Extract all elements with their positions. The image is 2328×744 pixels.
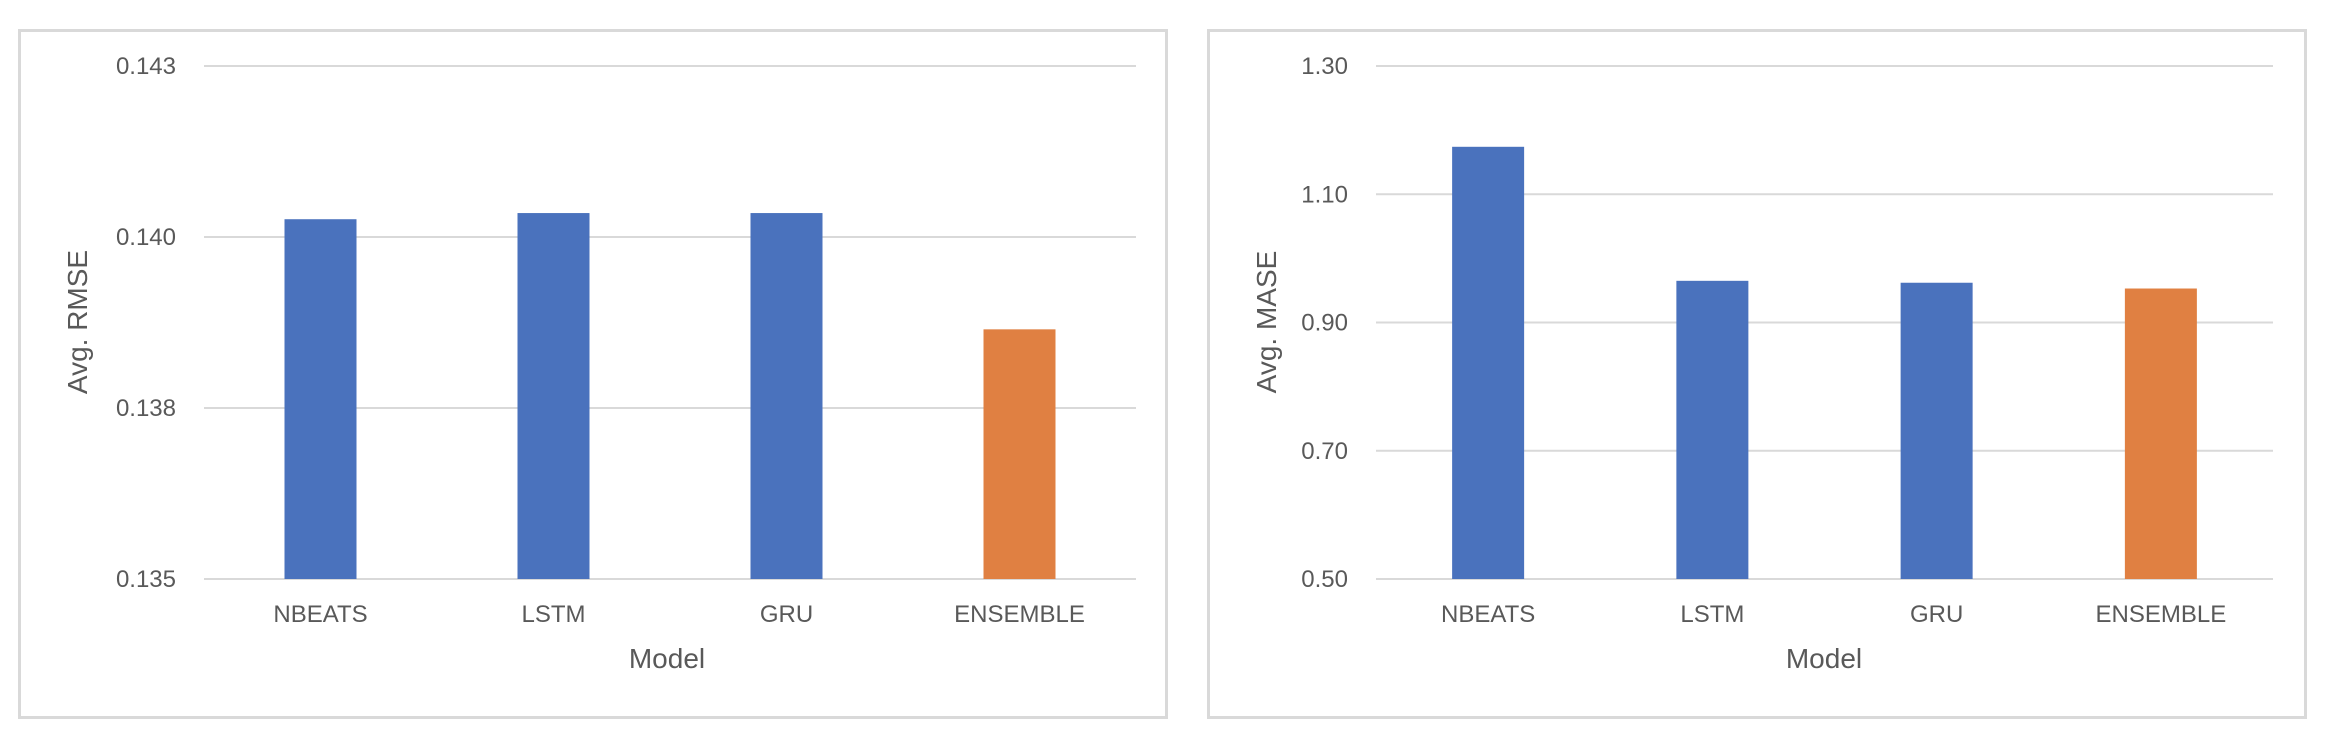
mase-bar-gru — [1900, 282, 1973, 579]
mase-chart-panel: 0.50 0.70 0.90 1.10 1.30 NBEATS LSTM GRU ENSEMBL… — [1207, 29, 2307, 719]
rmse-bar-ensemble — [983, 329, 1056, 579]
mase-x-tick-label: LSTM — [1680, 601, 1744, 628]
mase-bar-nbeats — [1452, 146, 1525, 580]
mase-y-tick-label: 0.50 — [1301, 566, 1348, 593]
rmse-x-tick-label: GRU — [760, 601, 813, 628]
rmse-x-tick-label: ENSEMBLE — [954, 601, 1085, 628]
mase-y-tick-label: 1.10 — [1301, 181, 1348, 208]
mase-y-tick-label: 0.90 — [1301, 310, 1348, 337]
rmse-y-tick-label: 0.138 — [116, 395, 176, 422]
rmse-y-tick-label: 0.143 — [116, 53, 176, 80]
rmse-x-tick-label: NBEATS — [273, 601, 367, 628]
mase-y-tick-label: 1.30 — [1301, 53, 1348, 80]
rmse-y-tick-label: 0.135 — [116, 566, 176, 593]
mase-bar-lstm — [1676, 280, 1749, 579]
rmse-x-axis-title: Model — [629, 643, 705, 674]
mase-bar-ensemble — [2124, 288, 2197, 579]
mase-y-axis-title: Avg. MASE — [1251, 251, 1282, 394]
mase-bar-chart: 0.50 0.70 0.90 1.10 1.30 NBEATS LSTM GRU ENSEMBL… — [1251, 53, 2273, 674]
mase-x-axis-title: Model — [1786, 643, 1862, 674]
mase-x-tick-label: ENSEMBLE — [2096, 601, 2227, 628]
rmse-bar-lstm — [517, 213, 590, 579]
rmse-x-tick-label: LSTM — [521, 601, 585, 628]
rmse-bar-nbeats — [284, 219, 357, 579]
rmse-y-axis-title: Avg. RMSE — [62, 250, 93, 394]
rmse-bar-chart: 0.135 0.138 0.140 0.143 NBEATS LSTM GRU ENSEMBL… — [62, 53, 1136, 674]
mase-x-tick-label: GRU — [1910, 601, 1963, 628]
mase-y-tick-label: 0.70 — [1301, 438, 1348, 465]
rmse-chart-panel: 0.135 0.138 0.140 0.143 NBEATS LSTM GRU ENSEMBL… — [18, 29, 1168, 719]
rmse-bar-gru — [750, 213, 823, 579]
rmse-y-tick-label: 0.140 — [116, 224, 176, 251]
mase-x-tick-label: NBEATS — [1441, 601, 1535, 628]
